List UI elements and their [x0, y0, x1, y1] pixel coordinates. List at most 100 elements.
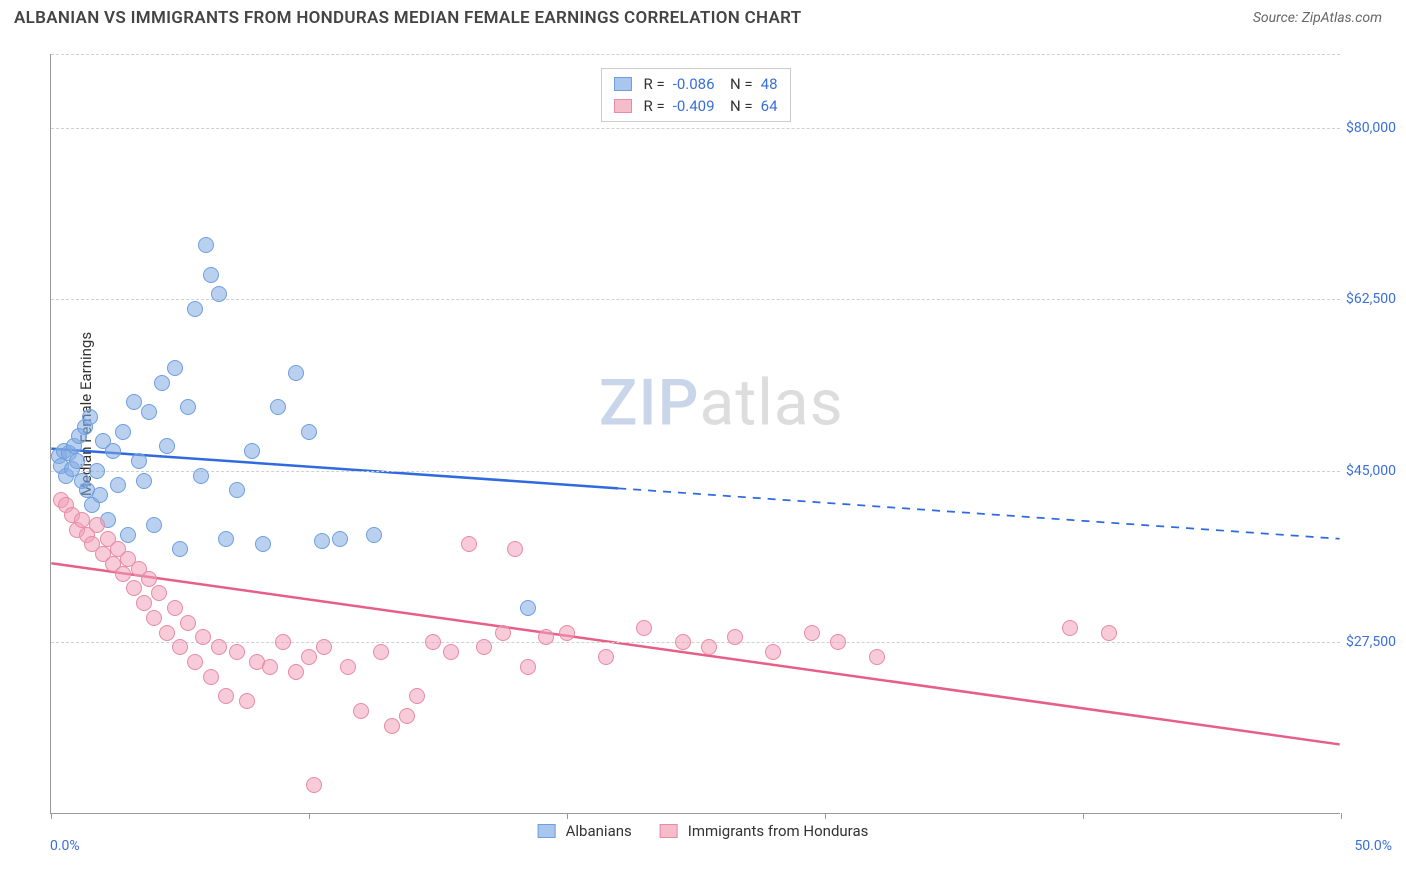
scatter-point-albanians: [136, 473, 152, 489]
swatch-albanians-icon: [613, 77, 631, 91]
scatter-point-honduras: [203, 669, 219, 685]
scatter-point-albanians: [288, 365, 304, 381]
legend-row-honduras: R = -0.409 N = 64: [613, 95, 777, 117]
scatter-point-honduras: [126, 580, 142, 596]
gridline: [51, 471, 1340, 472]
watermark-atlas: atlas: [699, 366, 843, 441]
scatter-point-albanians: [187, 301, 203, 317]
scatter-point-honduras: [495, 625, 511, 641]
x-axis-max-label: 50.0%: [1354, 838, 1392, 854]
scatter-point-honduras: [288, 664, 304, 680]
scatter-point-albanians: [92, 487, 108, 503]
scatter-point-honduras: [159, 625, 175, 641]
scatter-point-honduras: [146, 610, 162, 626]
swatch-albanians-icon: [538, 824, 556, 838]
scatter-point-honduras: [275, 634, 291, 650]
y-tick-label: $80,000: [1346, 120, 1394, 136]
scatter-point-albanians: [172, 541, 188, 557]
scatter-point-albanians: [105, 443, 121, 459]
scatter-point-honduras: [675, 634, 691, 650]
scatter-point-honduras: [262, 659, 278, 675]
scatter-point-albanians: [301, 424, 317, 440]
scatter-point-honduras: [229, 644, 245, 660]
x-tick-mark: [1083, 813, 1084, 819]
legend-n-label: N =: [723, 75, 753, 93]
legend-row-albanians: R = -0.086 N = 48: [613, 73, 777, 95]
scatter-point-honduras: [727, 629, 743, 645]
scatter-point-honduras: [74, 512, 90, 528]
correlation-legend: R = -0.086 N = 48 R = -0.409 N = 64: [600, 68, 790, 122]
x-tick-mark: [1341, 813, 1342, 819]
x-tick-mark: [51, 813, 52, 819]
scatter-point-honduras: [172, 639, 188, 655]
scatter-point-albanians: [366, 527, 382, 543]
legend-n-label: N =: [723, 97, 753, 115]
scatter-point-honduras: [384, 718, 400, 734]
source-attribution: Source: ZipAtlas.com: [1253, 10, 1382, 26]
scatter-point-albanians: [211, 286, 227, 302]
scatter-point-albanians: [270, 399, 286, 415]
y-tick-label: $27,500: [1346, 634, 1394, 650]
scatter-point-albanians: [146, 517, 162, 533]
scatter-point-honduras: [340, 659, 356, 675]
scatter-point-albanians: [229, 482, 245, 498]
gridline: [51, 128, 1340, 129]
scatter-point-albanians: [69, 453, 85, 469]
scatter-point-honduras: [399, 708, 415, 724]
scatter-point-albanians: [89, 463, 105, 479]
scatter-point-honduras: [507, 541, 523, 557]
x-tick-mark: [309, 813, 310, 819]
swatch-honduras-icon: [660, 824, 678, 838]
scatter-point-honduras: [559, 625, 575, 641]
scatter-point-honduras: [306, 777, 322, 793]
scatter-point-honduras: [301, 649, 317, 665]
scatter-point-albanians: [520, 600, 536, 616]
scatter-point-albanians: [314, 533, 330, 549]
scatter-point-honduras: [538, 629, 554, 645]
scatter-point-honduras: [461, 536, 477, 552]
trendline-albanians-extrapolated: [618, 488, 1339, 538]
scatter-point-albanians: [154, 375, 170, 391]
x-tick-mark: [825, 813, 826, 819]
scatter-point-albanians: [203, 267, 219, 283]
y-tick-label: $45,000: [1346, 463, 1394, 479]
scatter-point-honduras: [636, 620, 652, 636]
legend-n-value: 64: [761, 97, 778, 115]
scatter-point-honduras: [195, 629, 211, 645]
scatter-point-albanians: [332, 531, 348, 547]
gridline: [51, 299, 1340, 300]
trendline-honduras: [51, 563, 1339, 744]
x-tick-mark: [567, 813, 568, 819]
legend-item-honduras: Immigrants from Honduras: [660, 822, 869, 840]
legend-n-value: 48: [761, 75, 778, 93]
scatter-point-honduras: [316, 639, 332, 655]
legend-label: Immigrants from Honduras: [688, 822, 869, 840]
scatter-point-honduras: [1101, 625, 1117, 641]
legend-label: Albanians: [566, 822, 632, 840]
scatter-point-honduras: [136, 595, 152, 611]
scatter-point-albanians: [131, 453, 147, 469]
scatter-point-albanians: [120, 527, 136, 543]
scatter-point-albanians: [193, 468, 209, 484]
scatter-point-honduras: [211, 639, 227, 655]
legend-r-value: -0.409: [673, 97, 715, 115]
chart-title: ALBANIAN VS IMMIGRANTS FROM HONDURAS MED…: [14, 8, 802, 28]
scatter-point-honduras: [89, 517, 105, 533]
scatter-point-honduras: [409, 688, 425, 704]
scatter-point-albanians: [167, 360, 183, 376]
scatter-point-honduras: [520, 659, 536, 675]
scatter-point-honduras: [180, 615, 196, 631]
y-tick-label: $62,500: [1346, 291, 1394, 307]
scatter-point-albanians: [180, 399, 196, 415]
scatter-point-honduras: [1062, 620, 1078, 636]
scatter-point-honduras: [765, 644, 781, 660]
scatter-point-honduras: [443, 644, 459, 660]
legend-item-albanians: Albanians: [538, 822, 632, 840]
series-legend: Albanians Immigrants from Honduras: [538, 822, 869, 840]
scatter-point-honduras: [115, 566, 131, 582]
legend-r-label: R =: [643, 75, 664, 93]
scatter-point-honduras: [187, 654, 203, 670]
scatter-point-honduras: [218, 688, 234, 704]
scatter-point-albanians: [244, 443, 260, 459]
scatter-point-albanians: [198, 237, 214, 253]
